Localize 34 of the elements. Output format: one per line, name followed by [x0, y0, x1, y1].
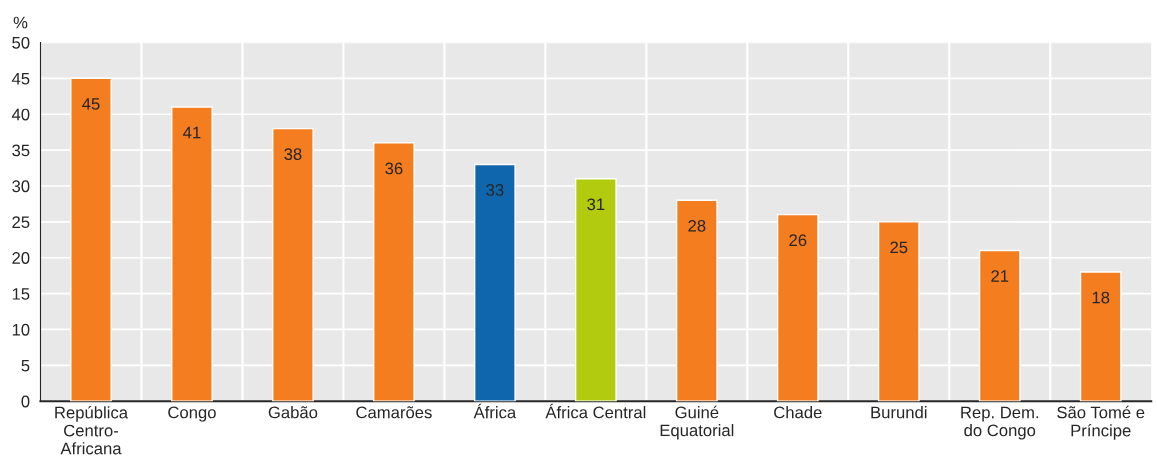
x-tick-label: República Centro- Africana: [55, 406, 129, 455]
data-label: 28: [688, 219, 706, 232]
x-tick-label: São Tomé e Príncipe: [1057, 405, 1145, 440]
y-tick-label: 0: [21, 395, 30, 408]
x-tick-label: Chade: [774, 406, 822, 419]
x-tick-label: África Central: [545, 403, 646, 419]
data-label: 21: [991, 270, 1009, 282]
x-tick-label: Gabão: [268, 406, 318, 419]
data-label: 18: [1092, 291, 1110, 304]
data-label: 45: [82, 98, 100, 110]
data-label: 26: [789, 234, 807, 247]
y-tick-label: 45: [11, 72, 30, 85]
y-tick-label: 35: [12, 144, 30, 157]
y-tick-label: 40: [11, 108, 30, 121]
data-label: 41: [183, 126, 201, 139]
x-tick-label: Camarões: [356, 406, 432, 419]
x-tick-label: Congo: [168, 406, 216, 422]
x-tick-label: Guiné Equatorial: [660, 405, 734, 440]
y-tick-label: 20: [12, 252, 30, 264]
y-tick-label: 50: [12, 36, 30, 49]
data-label: 33: [486, 184, 504, 196]
x-tick-label: Burundi: [871, 406, 927, 419]
x-tick-label: Rep. Dem. do Congo: [961, 406, 1039, 440]
y-tick-label: 15: [12, 288, 30, 300]
y-tick-label: 25: [12, 216, 30, 229]
data-label: 36: [385, 162, 403, 175]
y-tick-label: 30: [12, 180, 30, 193]
x-tick-label: África: [473, 403, 517, 419]
data-label: 25: [890, 241, 908, 254]
y-axis-title: %: [13, 16, 28, 29]
y-tick-label: 10: [12, 323, 30, 336]
y-tick-label: 5: [21, 359, 30, 372]
data-label: 31: [587, 198, 605, 211]
data-label: 38: [284, 148, 302, 160]
